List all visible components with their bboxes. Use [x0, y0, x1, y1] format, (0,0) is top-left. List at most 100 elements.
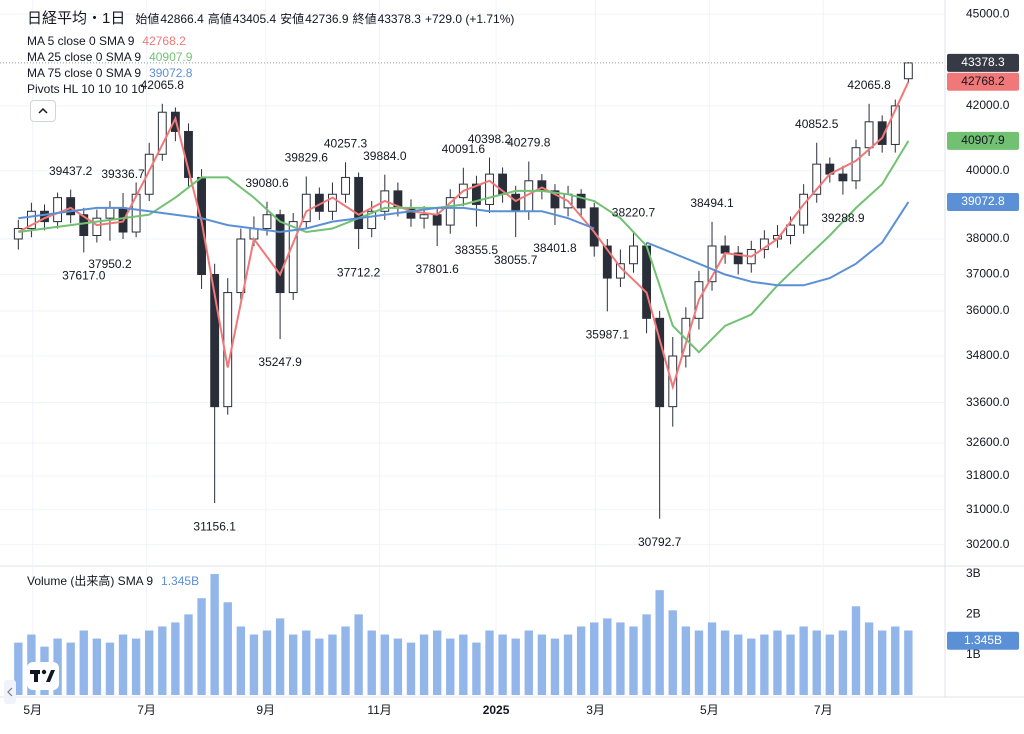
- candle-body: [707, 245, 717, 283]
- candle-body: [92, 217, 102, 237]
- volume-bar: [406, 642, 416, 695]
- pivot-label: 42065.8: [847, 78, 891, 92]
- volume-bar: [472, 642, 481, 695]
- price-badge-label: 39072.8: [961, 194, 1005, 208]
- volume-bar: [616, 622, 625, 695]
- ohlc-value: 42736.9: [305, 12, 349, 26]
- pivot-label: 39288.9: [821, 211, 865, 225]
- volume-bar: [851, 606, 861, 695]
- volume-bar: [694, 630, 704, 695]
- x-tick-label: 9月: [256, 703, 275, 717]
- volume-bar: [380, 634, 389, 695]
- candle-body: [26, 210, 36, 230]
- volume-bar: [432, 630, 442, 695]
- candle-body: [812, 163, 822, 195]
- y-tick-label: 34800.0: [966, 348, 1010, 362]
- candle-body: [602, 245, 612, 279]
- volume-tick-label: 3B: [966, 566, 981, 580]
- pivot-label: 37617.0: [62, 269, 106, 283]
- volume-bar: [642, 614, 651, 695]
- volume-bar: [145, 630, 154, 695]
- y-tick-label: 31800.0: [966, 468, 1010, 482]
- volume-bar: [773, 630, 782, 695]
- logo-icon: [30, 669, 55, 682]
- candle-body: [720, 245, 730, 254]
- volume-bar: [105, 642, 115, 695]
- legend-row: MA 25 close 0 SMA 9 40907.9: [27, 49, 518, 65]
- volume-bar: [668, 610, 677, 695]
- legend-value: 39072.8: [149, 66, 193, 80]
- legend-row: Volume (出来高) SMA 9 1.345B: [27, 573, 203, 589]
- x-tick-label: 11月: [367, 703, 391, 717]
- pivot-label: 38055.7: [494, 253, 538, 267]
- legend-name: Volume (出来高) SMA 9: [27, 574, 154, 588]
- grid: [0, 0, 945, 695]
- volume-bar: [197, 598, 206, 695]
- candle-body: [472, 183, 481, 205]
- volume-bar: [498, 634, 507, 695]
- candle-body: [629, 245, 638, 265]
- candle-body: [576, 193, 586, 209]
- candle-body: [419, 214, 429, 219]
- volume-bar: [459, 634, 468, 695]
- ohlc-value: 43378.3: [377, 12, 421, 26]
- volume-bar: [734, 634, 743, 695]
- ohlc-value: 42866.4: [160, 12, 204, 26]
- price-badge-label: 42768.2: [961, 74, 1005, 88]
- volume-bar: [825, 634, 835, 695]
- price-badge: [947, 131, 1019, 150]
- legend-title: 日経平均・1日: [27, 10, 126, 27]
- pivot-label: 39336.7: [101, 167, 145, 181]
- ma-line: [18, 206, 595, 234]
- candle-body: [655, 317, 665, 408]
- volume-bar: [864, 622, 874, 695]
- volume-bar: [786, 634, 795, 695]
- volume-bar: [14, 642, 23, 695]
- candle-body: [53, 197, 63, 223]
- legend: 日経平均・1日 始値42866.4 高値43405.4 安値42736.9 終値4337…: [27, 11, 518, 97]
- volume-legend: Volume (出来高) SMA 9 1.345B: [27, 573, 203, 589]
- ohlc-name: 始値: [135, 12, 160, 26]
- legend-name: MA 5 close 0 SMA 9: [27, 34, 135, 48]
- pivot-label: 30792.7: [638, 535, 682, 549]
- collapse-button[interactable]: [30, 100, 56, 122]
- scroll-left[interactable]: [4, 680, 16, 704]
- candle-body: [13, 228, 23, 240]
- volume-bar: [747, 638, 756, 695]
- volume-bar: [262, 630, 272, 695]
- candle-body: [288, 221, 298, 294]
- volume-bar: [446, 638, 455, 695]
- legend-name: MA 75 close 0 SMA 9: [27, 66, 142, 80]
- price-badge: [947, 53, 1019, 72]
- candle-body: [328, 193, 337, 212]
- legend-row: MA 75 close 0 SMA 9 39072.8: [27, 65, 518, 81]
- legend-value: 42768.2: [142, 34, 186, 48]
- candle-body: [903, 62, 913, 80]
- volume-bar: [590, 622, 599, 695]
- candle-body: [157, 111, 167, 155]
- volume-bar: [223, 602, 232, 695]
- volume-tick-label: 2B: [966, 607, 981, 621]
- volume-bar: [904, 630, 913, 695]
- candle-body: [851, 147, 861, 182]
- volume-bar: [524, 630, 533, 695]
- pivot-label: 37712.2: [337, 265, 381, 279]
- price-badge-label: 43378.3: [961, 55, 1005, 69]
- volume-bar: [537, 634, 547, 695]
- volume-bar: [838, 630, 848, 695]
- pivot-label: 42065.8: [141, 78, 185, 92]
- volume-bar: [576, 626, 586, 695]
- legend-value: 40907.9: [149, 50, 193, 64]
- y-tick-label: 32600.0: [966, 435, 1010, 449]
- volume-bar: [184, 614, 193, 695]
- pivot-label: 35247.9: [258, 355, 302, 369]
- ma-line: [18, 140, 910, 354]
- pivot-label: 38355.5: [455, 243, 499, 257]
- price-badge-label: 40907.9: [961, 133, 1005, 147]
- ma-line: [646, 201, 910, 287]
- tv-logo: [27, 662, 59, 690]
- volume-bar: [812, 630, 821, 695]
- candle-body: [432, 214, 442, 226]
- volume-bar: [249, 634, 259, 695]
